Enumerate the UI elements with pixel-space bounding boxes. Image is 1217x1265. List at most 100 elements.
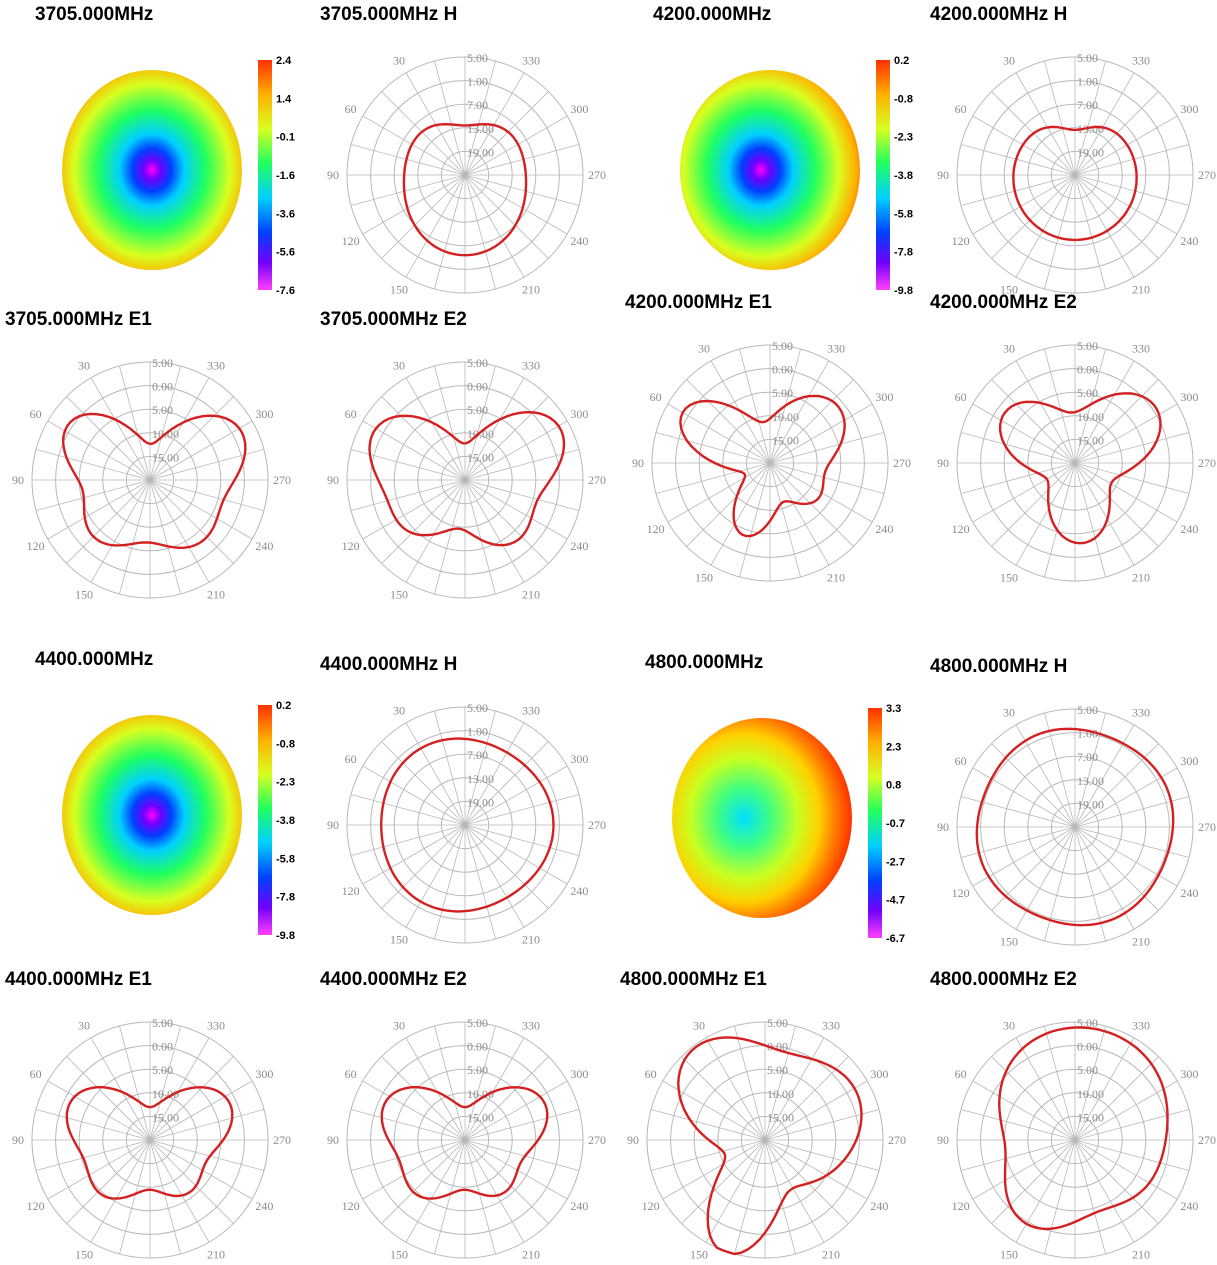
- surface-plot: [62, 70, 242, 270]
- grid-spoke: [1074, 462, 1135, 566]
- grid-spoke: [119, 365, 151, 481]
- grid-spoke: [405, 377, 466, 481]
- grid-spoke: [47, 1139, 151, 1200]
- radial-label: 19.00: [467, 795, 494, 809]
- grid-spoke: [119, 1139, 151, 1255]
- grid-spoke: [1015, 826, 1076, 930]
- colorbar-label: -0.8: [276, 738, 295, 750]
- grid-spoke: [1044, 348, 1076, 464]
- grid-spoke: [764, 1139, 868, 1200]
- pattern-panel-13: 4400.000MHz E1 3060901201501802102402703…: [0, 965, 300, 1265]
- grid-spoke: [66, 479, 151, 564]
- colorbar-label: -0.8: [894, 93, 913, 105]
- grid-spoke: [769, 462, 854, 547]
- grid-spoke: [362, 824, 466, 885]
- grid-spoke: [1015, 1139, 1076, 1243]
- surface-plot: [672, 718, 852, 918]
- grid-spoke: [681, 1056, 766, 1141]
- grid-spoke: [381, 741, 466, 826]
- grid-spoke: [350, 174, 466, 206]
- grid-spoke: [149, 420, 253, 481]
- chart-svg: 2.4 1.4 -0.1 -1.6 -3.6 -5.6 -7.6: [62, 55, 295, 297]
- grid-spoke: [350, 144, 466, 176]
- angle-label: 300: [870, 1067, 888, 1081]
- radial-label: 13.00: [1077, 774, 1104, 788]
- grid-spoke: [149, 1139, 181, 1255]
- grid-spoke: [686, 462, 771, 547]
- angle-label: 30: [1003, 706, 1015, 720]
- panel-title: 4200.000MHz H: [930, 4, 1068, 25]
- chart-svg: 3060901201501802102402703003305.001.007.…: [937, 51, 1216, 296]
- angle-label: 120: [952, 886, 970, 900]
- angle-label: 240: [255, 1199, 273, 1213]
- angle-label: 210: [827, 570, 845, 584]
- pattern-panel-14: 4400.000MHz E2 3060901201501802102402703…: [315, 965, 615, 1265]
- grid-spoke: [734, 1139, 766, 1255]
- grid-spoke: [35, 479, 151, 511]
- pattern-trace: [677, 1036, 863, 1256]
- chart-svg: 0.2 -0.8 -2.3 -3.8 -5.8 -7.8 -9.8: [62, 700, 295, 942]
- colorbar-label: -9.8: [276, 930, 295, 942]
- angle-label: 60: [30, 1067, 42, 1081]
- grid-spoke: [464, 479, 549, 564]
- grid-spoke: [1044, 462, 1076, 578]
- grid-spoke: [362, 1080, 466, 1141]
- colorbar-label: 0.8: [886, 780, 901, 792]
- grid-spoke: [1015, 462, 1076, 566]
- grid-spoke: [464, 479, 496, 595]
- grid-spoke: [705, 1139, 766, 1243]
- grid-spoke: [405, 479, 466, 583]
- radial-label: 0.00: [1077, 363, 1098, 377]
- grid-spoke: [434, 824, 466, 940]
- grid-spoke: [405, 1139, 466, 1243]
- grid-spoke: [381, 174, 466, 259]
- grid-spoke: [960, 462, 1076, 494]
- angle-label: 330: [207, 1019, 225, 1033]
- grid-spoke: [149, 479, 265, 511]
- grid-spoke: [764, 1037, 825, 1141]
- grid-spoke: [434, 174, 466, 290]
- angle-label: 330: [1132, 706, 1150, 720]
- radial-label: 10.00: [467, 427, 494, 441]
- grid-spoke: [991, 174, 1076, 259]
- colorbar-label: -0.1: [276, 132, 295, 144]
- radial-label: 5.00: [772, 339, 793, 353]
- grid-spoke: [960, 174, 1076, 206]
- radial-label: 7.00: [1077, 98, 1098, 112]
- grid-spoke: [464, 174, 568, 235]
- colorbar: [876, 60, 890, 290]
- radial-label: 0.00: [767, 1040, 788, 1054]
- grid-spoke: [739, 348, 771, 464]
- grid-spoke: [972, 767, 1076, 828]
- grid-spoke: [972, 403, 1076, 464]
- grid-spoke: [1074, 826, 1178, 887]
- grid-spoke: [464, 72, 525, 176]
- pattern-trace: [1012, 125, 1138, 242]
- angle-label: 90: [632, 456, 644, 470]
- angle-label: 150: [1000, 282, 1018, 296]
- angle-label: 270: [1198, 456, 1216, 470]
- pattern-panel-15: 4800.000MHz E1 3060901201501802102402703…: [615, 965, 915, 1265]
- grid-spoke: [1044, 1139, 1076, 1255]
- angle-label: 90: [937, 1133, 949, 1147]
- grid-spoke: [764, 1025, 796, 1141]
- grid-spoke: [710, 462, 771, 566]
- radial-label: 19.00: [1077, 797, 1104, 811]
- grid-spoke: [1044, 1025, 1076, 1141]
- angle-label: 120: [342, 884, 360, 898]
- grid-spoke: [90, 1037, 151, 1141]
- grid-spoke: [47, 1080, 151, 1141]
- angle-label: 240: [1180, 1199, 1198, 1213]
- colorbar-label: -6.7: [886, 933, 905, 945]
- grid-spoke: [464, 377, 525, 481]
- colorbar-label: -5.6: [276, 247, 295, 259]
- grid-spoke: [769, 462, 830, 566]
- pattern-panel-6: 3705.000MHz E2 3060901201501802102402703…: [315, 305, 615, 605]
- grid-spoke: [464, 60, 496, 176]
- pattern-panel-3: 4200.000MHz 0.2 -0.8 -2.3 -3.8 -5.8 -7.8 -9.8: [648, 0, 948, 300]
- grid-spoke: [1074, 462, 1159, 547]
- grid-spoke: [381, 824, 466, 909]
- grid-spoke: [667, 403, 771, 464]
- colorbar-label: -9.8: [894, 285, 913, 297]
- angle-label: 300: [570, 752, 588, 766]
